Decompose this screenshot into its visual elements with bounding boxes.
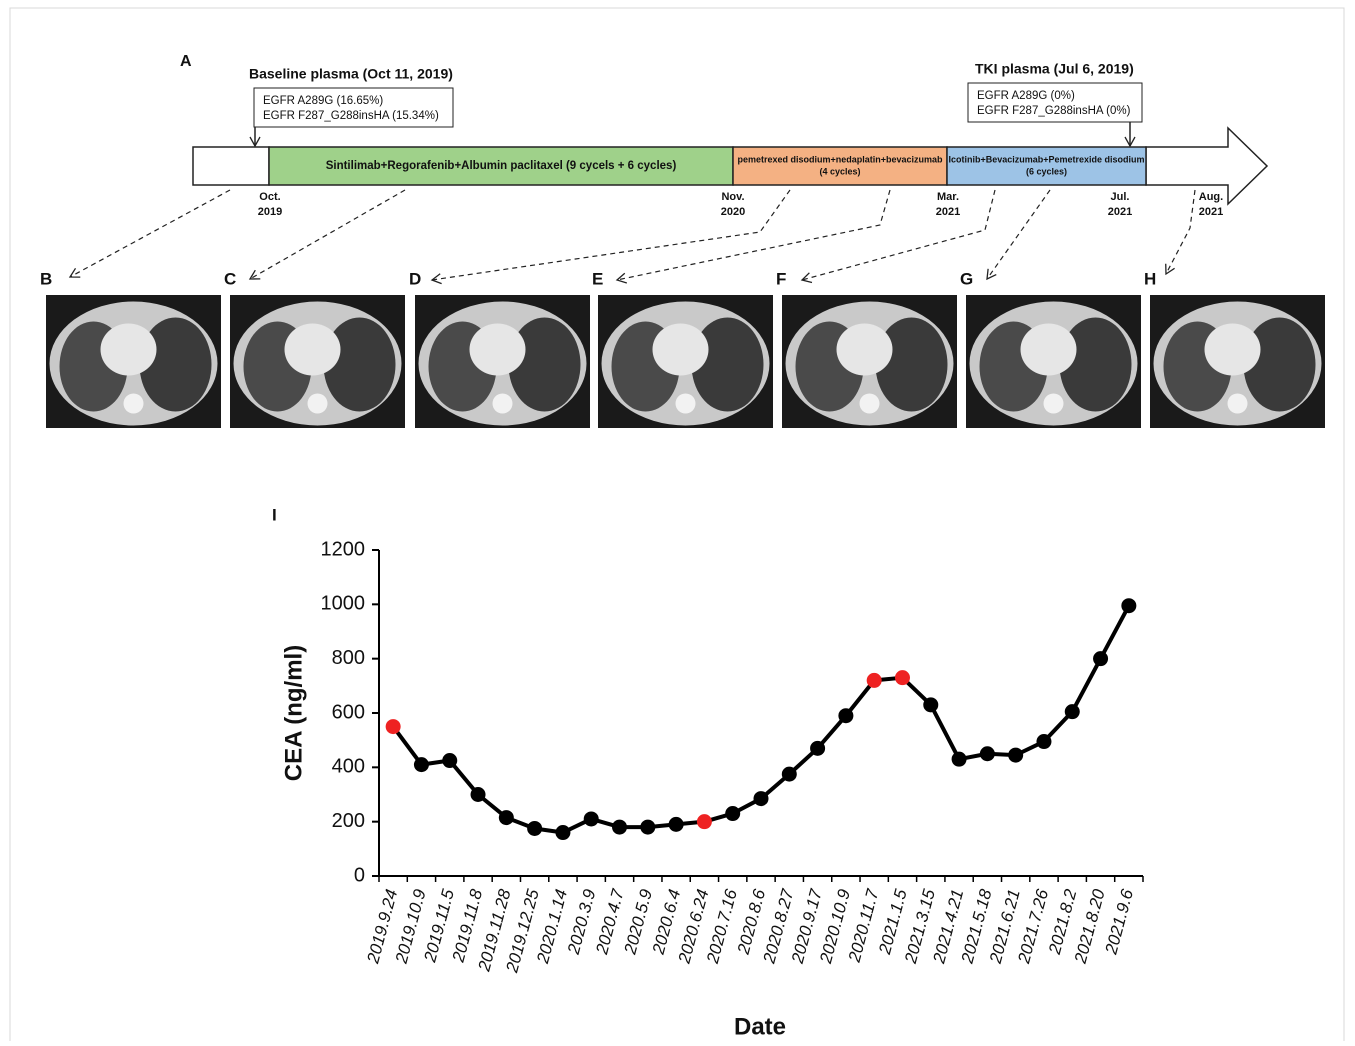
y-tick-label: 1000 xyxy=(321,593,366,615)
y-tick-label: 1200 xyxy=(321,538,366,560)
panel-label: I xyxy=(272,505,277,524)
point xyxy=(612,820,627,835)
point xyxy=(640,820,655,835)
y-tick-label: 200 xyxy=(332,810,365,832)
point xyxy=(782,767,797,782)
date-label: 2021 xyxy=(936,206,960,218)
pointer-arrow xyxy=(250,190,405,279)
ct-spine xyxy=(1044,394,1064,414)
y-tick-label: 800 xyxy=(332,647,365,669)
panel-label: G xyxy=(960,269,973,288)
point xyxy=(1036,734,1051,749)
treatment-label: Icotinib+Bevacizumab+Pemetrexide disodiu… xyxy=(948,154,1144,164)
point xyxy=(499,810,514,825)
ct-spine xyxy=(860,394,880,414)
point xyxy=(923,697,938,712)
y-tick-label: 400 xyxy=(332,756,365,778)
treatment-label: Sintilimab+Regorafenib+Albumin paclitaxe… xyxy=(326,160,677,172)
point xyxy=(725,806,740,821)
treatment-label: (4 cycles) xyxy=(819,166,860,176)
point xyxy=(895,670,910,685)
point xyxy=(838,708,853,723)
panel-label: F xyxy=(776,269,786,288)
page: Sintilimab+Regorafenib+Albumin paclitaxe… xyxy=(0,0,1355,1041)
point xyxy=(952,752,967,767)
pointer-arrow xyxy=(70,190,230,277)
point xyxy=(555,825,570,840)
ct-spine xyxy=(308,394,328,414)
ct-spine xyxy=(124,394,144,414)
ct-heart xyxy=(1205,324,1261,376)
callout-title: Baseline plasma (Oct 11, 2019) xyxy=(249,66,453,82)
ct-heart xyxy=(101,324,157,376)
panel-label: H xyxy=(1144,269,1156,288)
point xyxy=(1121,598,1136,613)
pointer-arrow xyxy=(987,190,1050,279)
date-label: 2020 xyxy=(721,206,745,218)
date-label: Oct. xyxy=(259,191,280,203)
point xyxy=(1008,748,1023,763)
panel-label: D xyxy=(409,269,421,288)
treatment-label: (6 cycles) xyxy=(1026,166,1067,176)
y-tick-label: 600 xyxy=(332,701,365,723)
ct-heart xyxy=(837,324,893,376)
point xyxy=(810,741,825,756)
ct-panels: B C D E F G H xyxy=(40,269,1325,428)
date-label: Mar. xyxy=(937,191,959,203)
date-label: 2021 xyxy=(1199,206,1223,218)
point xyxy=(697,814,712,829)
point xyxy=(527,821,542,836)
date-label: Nov. xyxy=(721,191,744,203)
point xyxy=(980,746,995,761)
pointer-arrow xyxy=(432,190,790,280)
figure: Sintilimab+Regorafenib+Albumin paclitaxe… xyxy=(0,0,1355,1041)
ct-spine xyxy=(1228,394,1248,414)
date-label: 2019 xyxy=(258,206,282,218)
ct-heart xyxy=(470,324,526,376)
point xyxy=(584,811,599,826)
y-tick-label: 0 xyxy=(354,864,365,886)
date-label: Aug. xyxy=(1199,191,1223,203)
ct-spine xyxy=(493,394,513,414)
point xyxy=(471,787,486,802)
date-label: 2021 xyxy=(1108,206,1132,218)
point xyxy=(1093,651,1108,666)
ct-heart xyxy=(653,324,709,376)
point xyxy=(1065,704,1080,719)
bar-segment xyxy=(193,147,269,185)
point xyxy=(442,753,457,768)
panel-label: A xyxy=(180,53,192,70)
timeline: Sintilimab+Regorafenib+Albumin paclitaxe… xyxy=(258,147,1223,218)
callout-line: EGFR F287_G288insHA (15.34%) xyxy=(263,110,439,122)
point xyxy=(867,673,882,688)
ct-heart xyxy=(285,324,341,376)
point xyxy=(669,817,684,832)
point xyxy=(414,757,429,772)
pointer-arrow xyxy=(617,190,890,280)
point xyxy=(754,791,769,806)
callout-line: EGFR A289G (0%) xyxy=(977,90,1075,102)
callout-title: TKI plasma (Jul 6, 2019) xyxy=(975,61,1134,77)
callout-line: EGFR F287_G288insHA (0%) xyxy=(977,105,1131,117)
panel-label: E xyxy=(592,269,603,288)
pointer-arrow xyxy=(802,190,995,280)
pointer-arrows xyxy=(70,190,1195,280)
ct-spine xyxy=(676,394,696,414)
callout-line: EGFR A289G (16.65%) xyxy=(263,95,383,107)
date-label: Jul. xyxy=(1111,191,1130,203)
point xyxy=(386,719,401,734)
pointer-arrow xyxy=(1166,190,1195,274)
x-axis-label: Date xyxy=(734,1013,786,1040)
ct-heart xyxy=(1021,324,1077,376)
panel-label: C xyxy=(224,269,236,288)
y-axis-label: CEA (ng/ml) xyxy=(280,645,307,781)
panel-label: B xyxy=(40,269,52,288)
treatment-label: pemetrexed disodium+nedaplatin+bevacizum… xyxy=(737,154,943,164)
